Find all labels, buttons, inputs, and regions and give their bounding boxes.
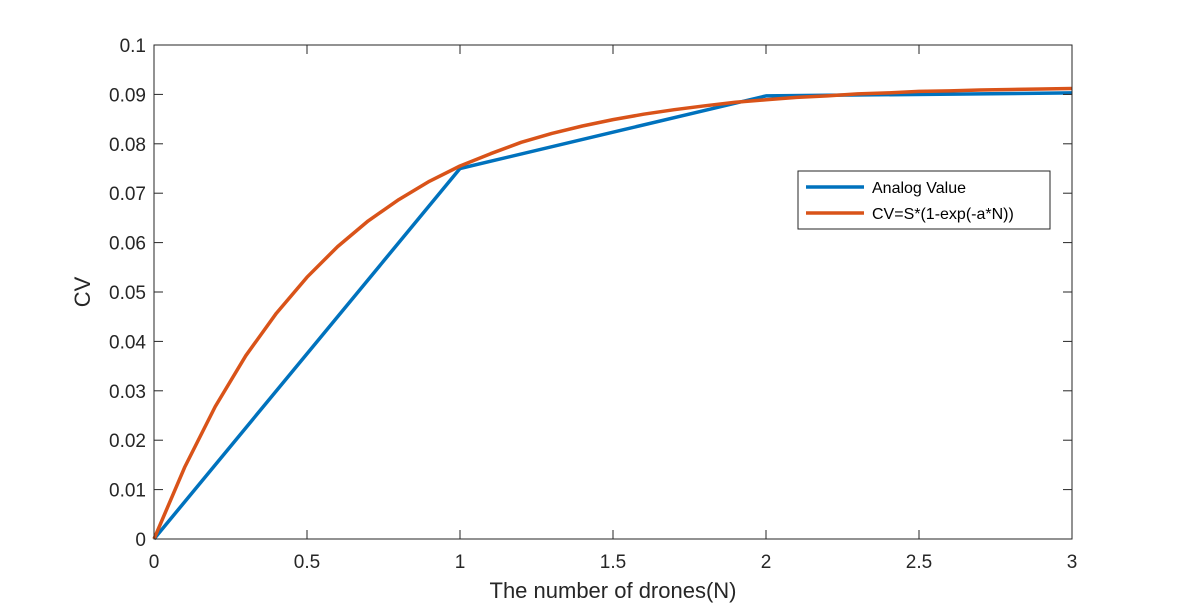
y-tick-label: 0.03 [109,382,146,403]
plot-background [154,45,1072,539]
y-tick-label: 0.04 [109,332,146,353]
y-tick-label: 0.07 [109,184,146,205]
x-tick-label: 1.5 [600,552,626,573]
y-tick-label: 0.05 [109,283,146,304]
legend-label-analog-value: Analog Value [872,180,966,197]
x-tick-label: 0.5 [294,552,320,573]
series-layer [152,86,1073,541]
x-tick-label: 1 [455,552,466,573]
x-tick-label: 3 [1067,552,1078,573]
y-tick-label: 0.02 [109,431,146,452]
y-tick-label: 0.06 [109,234,146,255]
y-axis-title: CV [70,276,95,307]
y-tick-label: 0.1 [120,36,146,57]
x-axis-title: The number of drones(N) [490,578,737,603]
y-tick-label: 0 [135,530,146,551]
legend: Analog Value CV=S*(1-exp(-a*N)) [797,170,1051,230]
x-tick-label: 2 [761,552,772,573]
y-tick-label: 0.09 [109,85,146,106]
y-axis-ticks: 0 0.01 0.02 0.03 0.04 0.05 0.06 0.07 0.08 0.09 0.1 [109,36,1072,551]
series-line-analog-value [152,91,1073,541]
x-tick-label: 0 [149,552,160,573]
series-line-cv-fit [152,86,1073,540]
y-tick-label: 0.08 [109,135,146,156]
x-axis-ticks: 0 0.5 1 1.5 2 2.5 3 [149,45,1078,573]
legend-box [797,170,1051,230]
y-tick-label: 0.01 [109,481,146,502]
legend-label-cv-fit: CV=S*(1-exp(-a*N)) [872,206,1014,223]
x-tick-label: 2.5 [906,552,932,573]
